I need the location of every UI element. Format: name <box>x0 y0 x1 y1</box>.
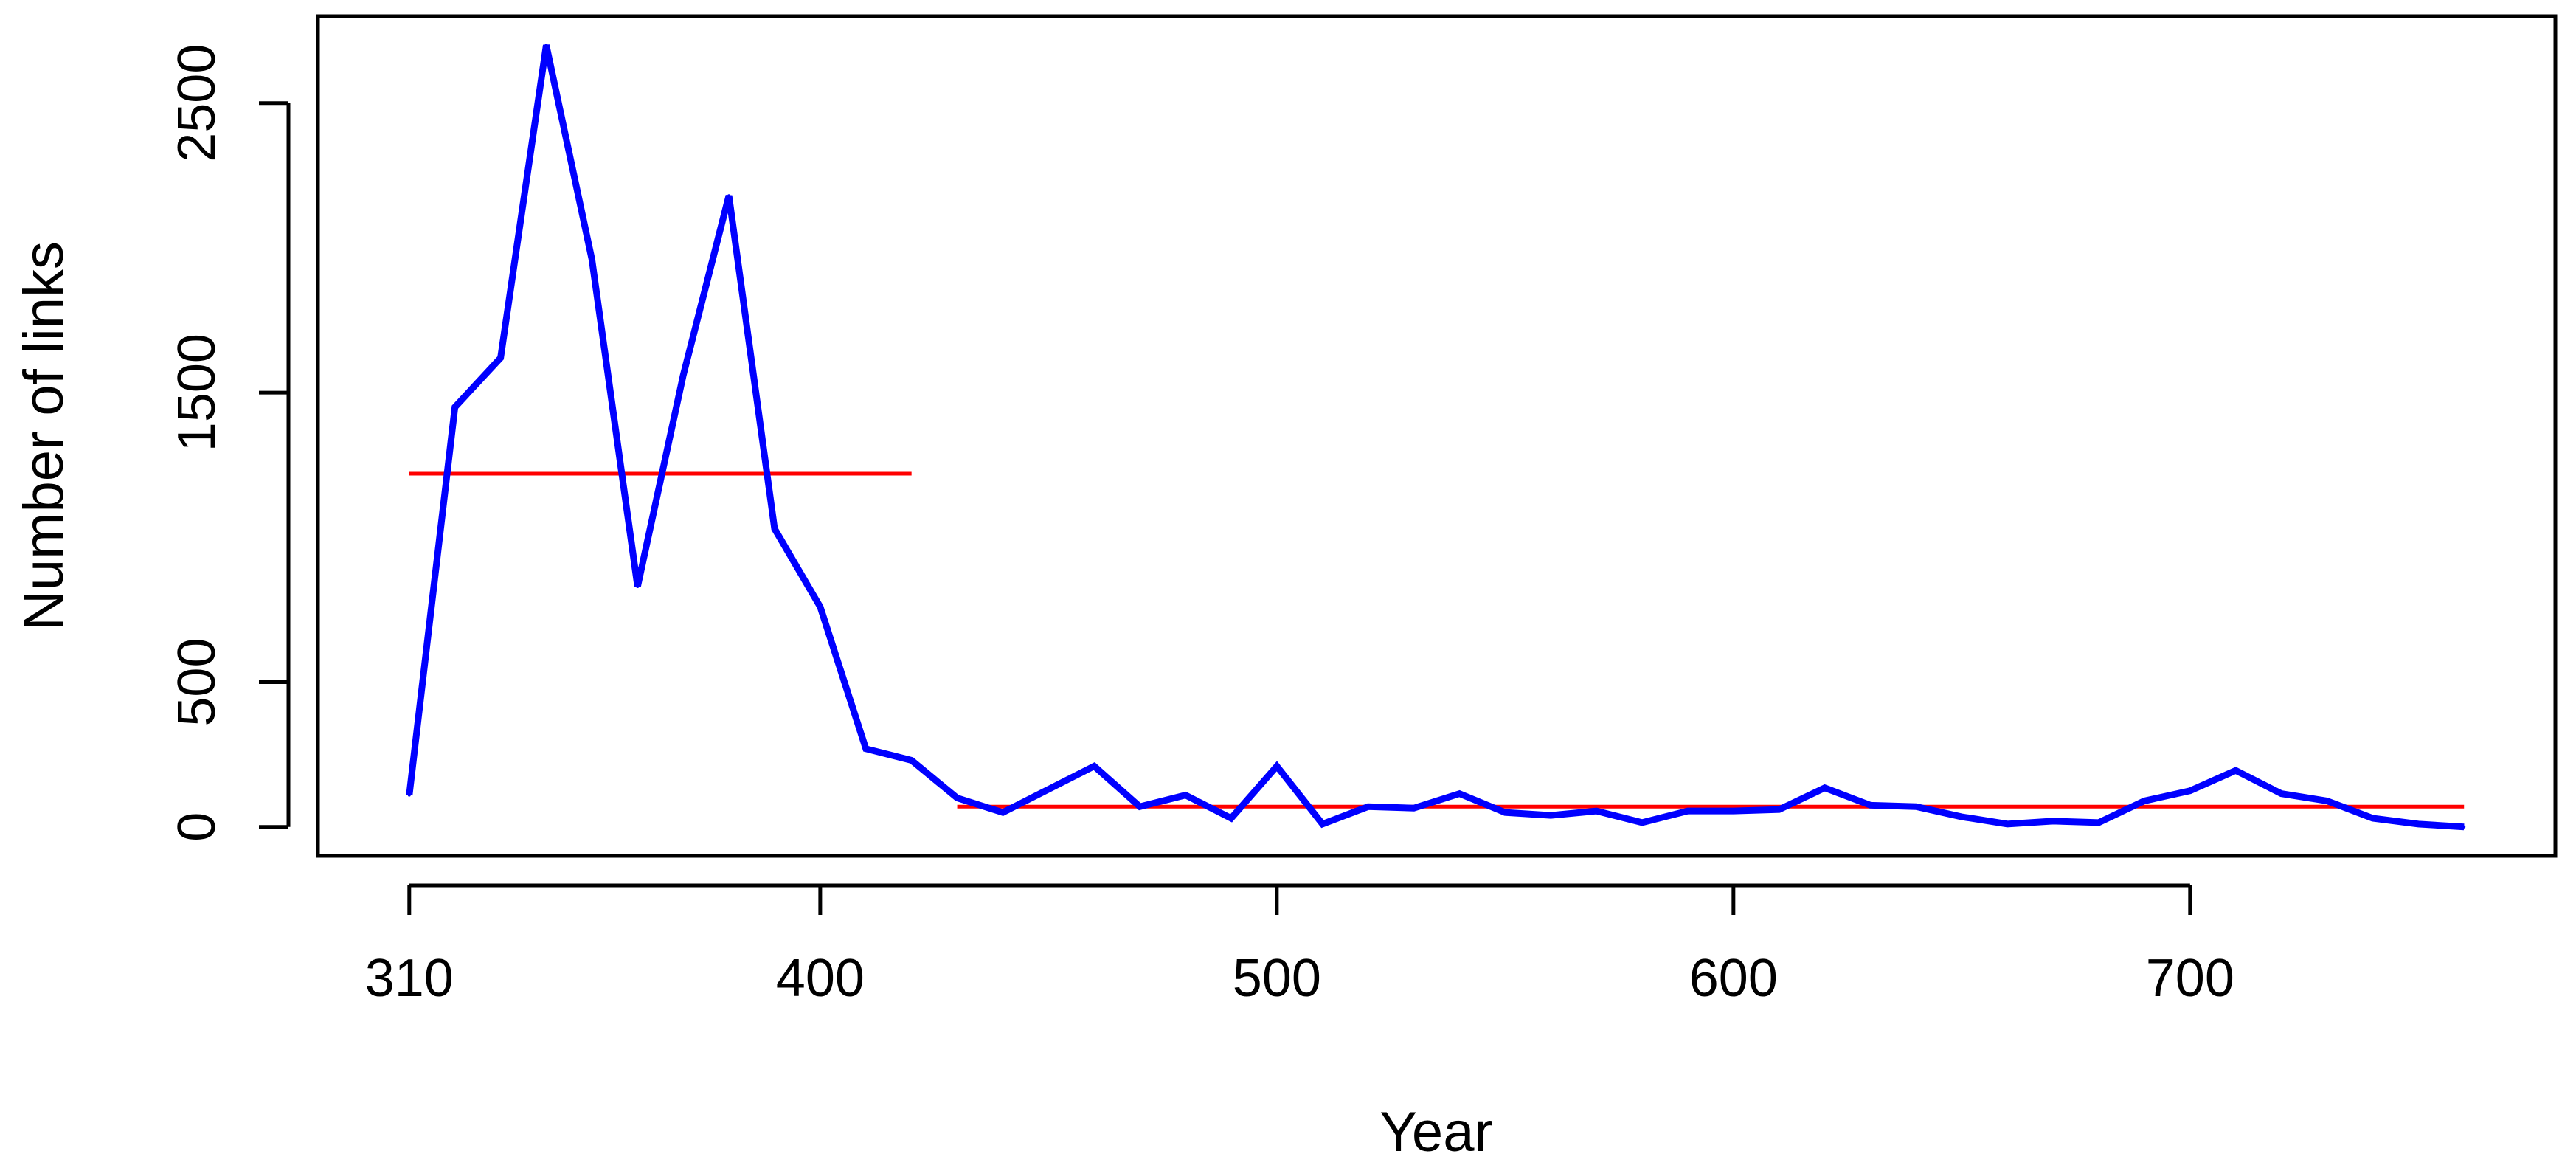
data-point <box>544 44 548 47</box>
data-point <box>1184 793 1188 797</box>
data-point <box>1458 792 1461 795</box>
data-point <box>2325 799 2329 803</box>
data-point <box>727 194 731 198</box>
data-point <box>1229 816 1233 820</box>
data-point <box>1914 805 1918 809</box>
data-point <box>1641 820 1644 824</box>
x-tick-label: 310 <box>365 949 454 1008</box>
y-tick-label: 2500 <box>167 44 226 162</box>
data-point <box>407 793 411 797</box>
data-point <box>1686 809 1689 813</box>
data-point <box>955 796 959 800</box>
data-point <box>2279 792 2283 795</box>
y-axis-title: Number of links <box>13 241 75 631</box>
data-point <box>2188 789 2192 792</box>
data-point <box>818 605 822 609</box>
data-point <box>910 758 913 762</box>
data-point <box>1001 811 1005 815</box>
data-point <box>2006 822 2009 826</box>
data-point <box>1731 809 1735 813</box>
data-point <box>1960 815 1964 819</box>
data-point <box>1138 805 1142 809</box>
data-point <box>1549 814 1553 818</box>
data-point <box>1366 805 1370 809</box>
y-tick-label: 500 <box>167 637 226 726</box>
x-axis-title: Year <box>1379 1101 1493 1164</box>
data-point <box>499 356 502 360</box>
data-point <box>1823 786 1827 789</box>
data-point <box>682 373 685 377</box>
data-point <box>636 585 640 589</box>
data-point <box>590 258 594 261</box>
data-point <box>2097 820 2101 824</box>
x-axis: 310 400 500 600 700 <box>365 883 2234 1008</box>
data-point <box>1869 804 1872 807</box>
data-point <box>2234 769 2237 773</box>
x-tick-label: 700 <box>2146 949 2234 1008</box>
data-point <box>2142 799 2146 803</box>
data-point <box>2371 816 2375 820</box>
data-point <box>1320 822 1324 826</box>
data-point <box>1777 808 1781 812</box>
data-point <box>1275 764 1278 768</box>
series-line <box>406 44 2465 831</box>
data-point <box>864 747 868 750</box>
mean-segments <box>409 471 2465 809</box>
plot-frame <box>316 14 2558 858</box>
data-point <box>1595 809 1599 813</box>
x-tick-label: 600 <box>1689 949 1778 1008</box>
data-point <box>1412 806 1416 810</box>
data-point <box>1093 764 1096 768</box>
y-tick-label: 0 <box>167 812 226 842</box>
data-point <box>772 527 776 531</box>
x-tick-label: 500 <box>1233 949 1321 1008</box>
y-tick-label: 1500 <box>167 334 226 452</box>
data-point <box>2052 819 2055 823</box>
y-axis: 0 500 1500 2500 <box>167 44 291 842</box>
data-point <box>453 405 457 409</box>
x-tick-label: 400 <box>776 949 865 1008</box>
data-point <box>1503 811 1507 815</box>
data-point <box>1047 787 1050 791</box>
data-point <box>2417 822 2420 826</box>
data-point <box>2462 825 2466 829</box>
series-group <box>406 44 2466 831</box>
